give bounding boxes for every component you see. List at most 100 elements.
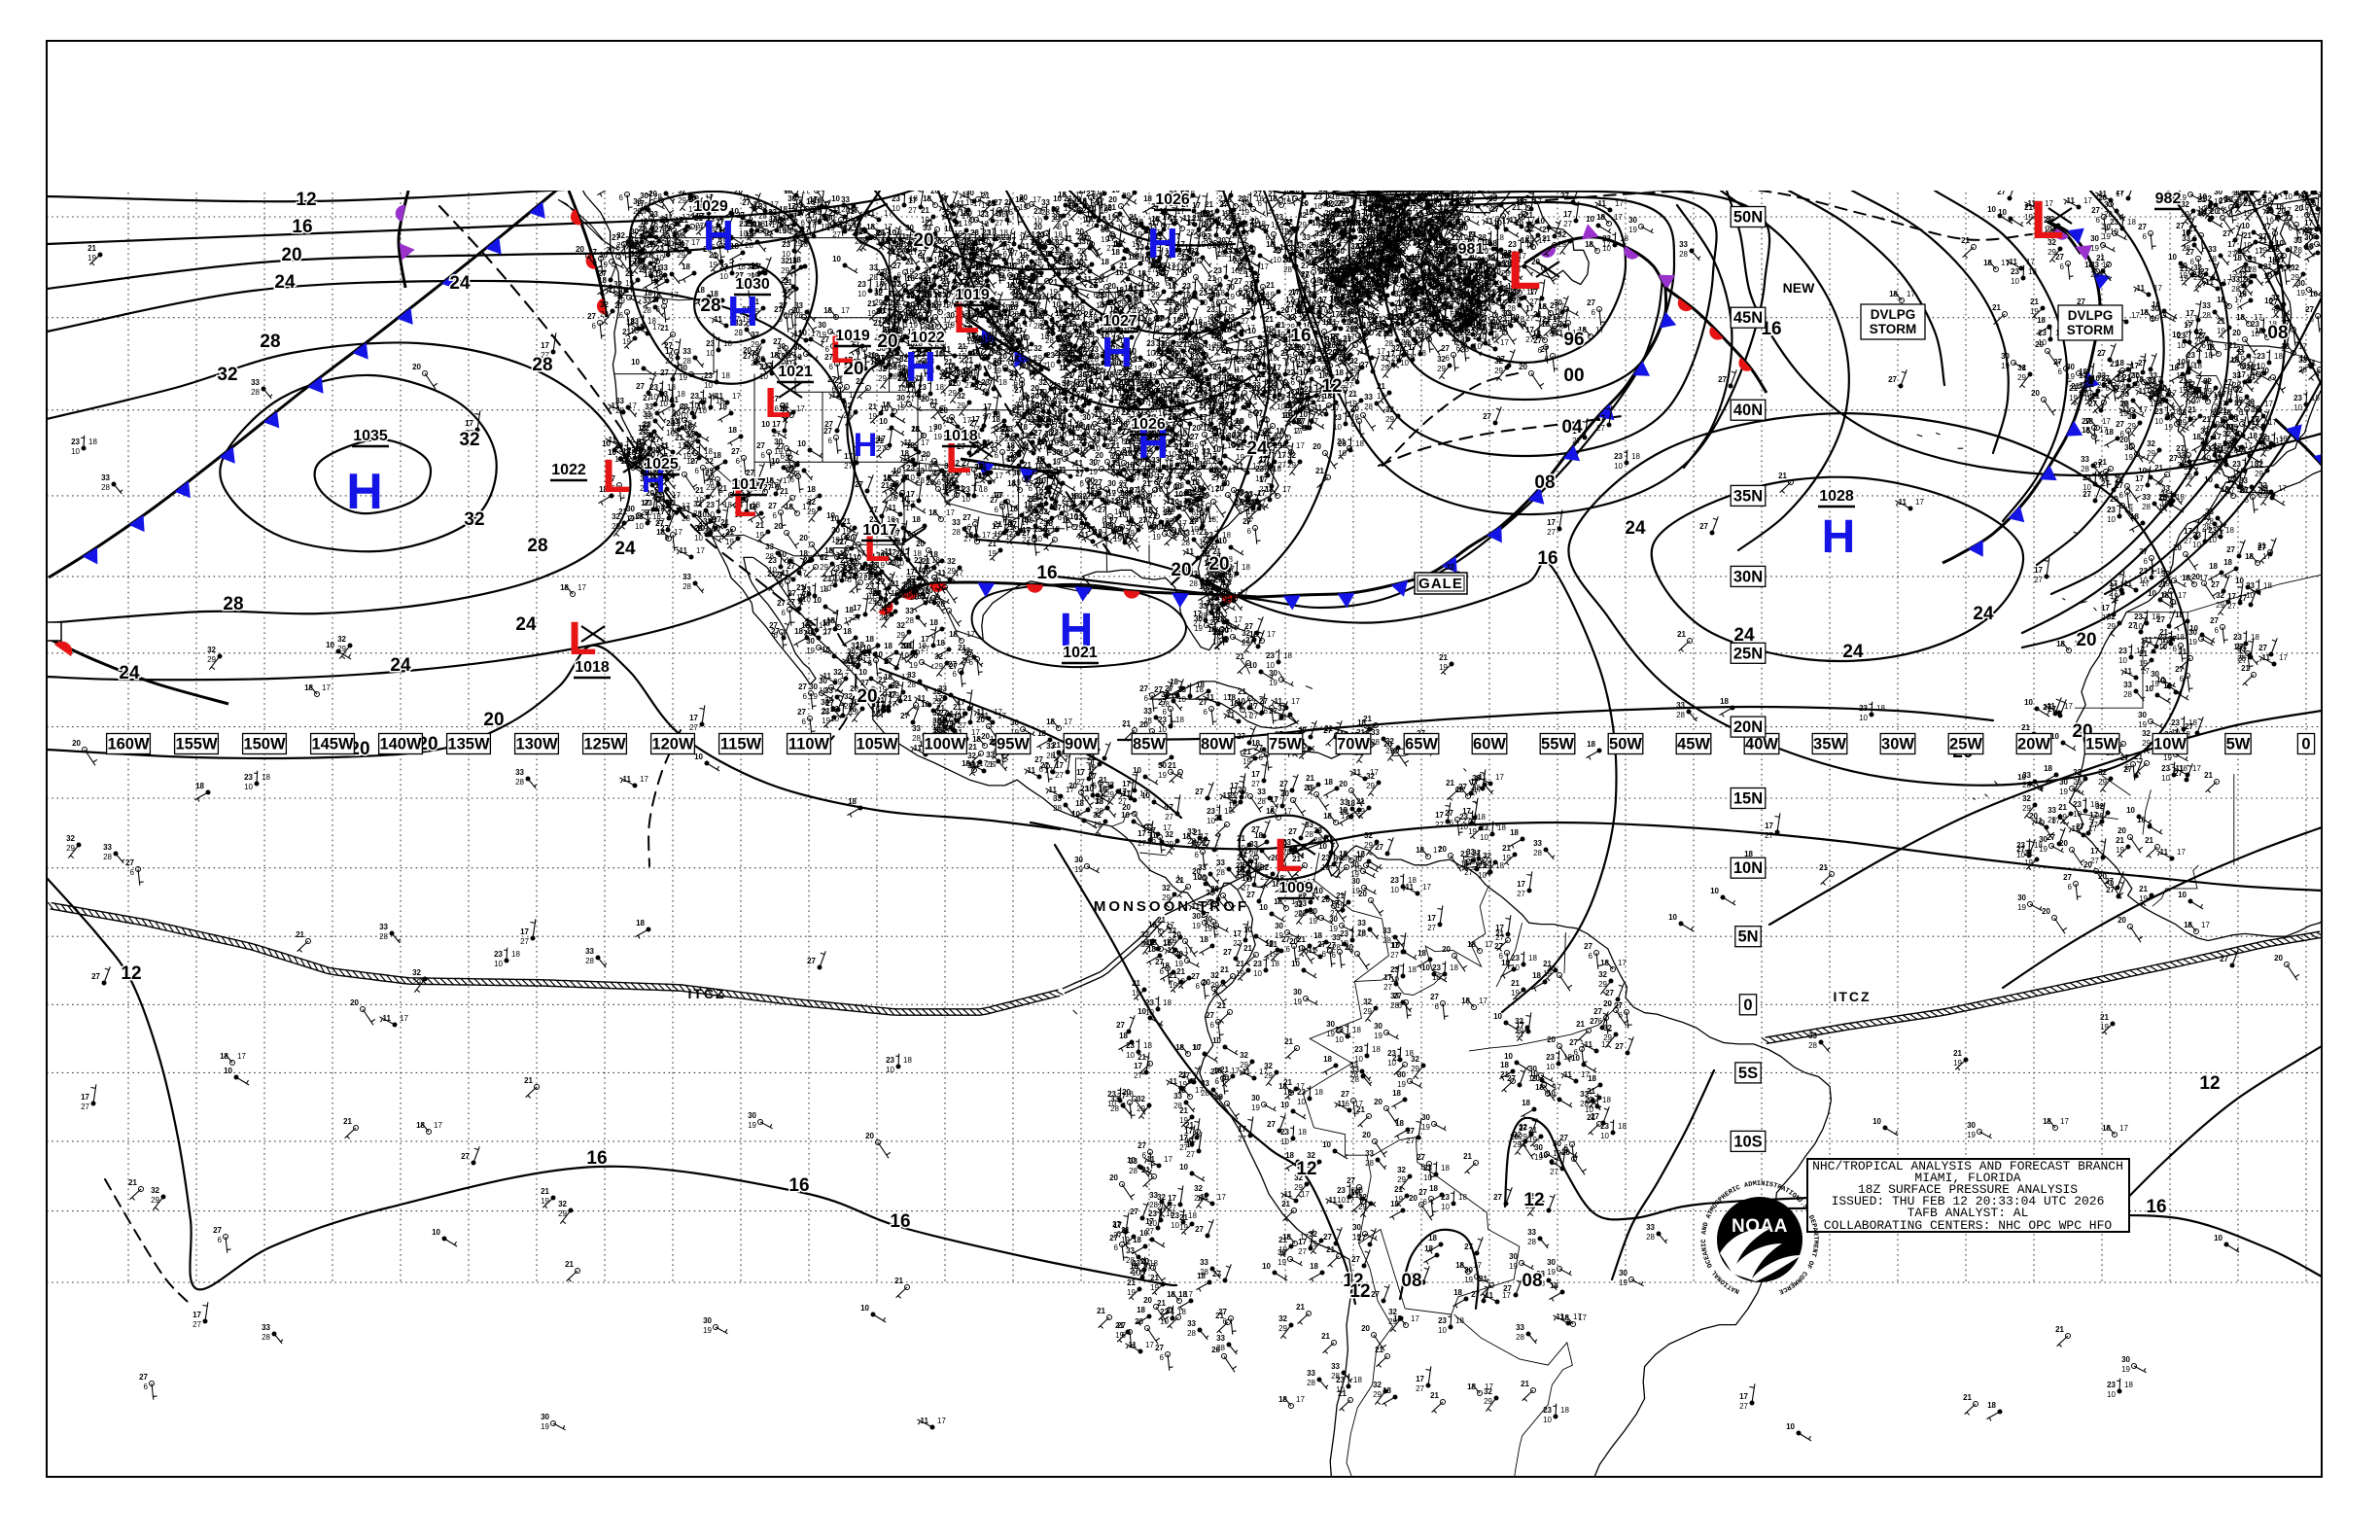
svg-text:110W: 110W xyxy=(788,736,830,753)
svg-text:150W: 150W xyxy=(243,736,286,753)
svg-text:70W: 70W xyxy=(1337,736,1370,753)
svg-text:1029: 1029 xyxy=(693,198,728,215)
svg-text:10W: 10W xyxy=(2153,736,2187,753)
svg-text:24: 24 xyxy=(515,614,537,635)
svg-text:24: 24 xyxy=(1246,438,1268,459)
svg-text:24: 24 xyxy=(1842,642,1864,662)
svg-text:20: 20 xyxy=(281,245,301,265)
svg-text:20: 20 xyxy=(1171,560,1191,580)
svg-text:24: 24 xyxy=(390,655,411,676)
svg-text:L: L xyxy=(1508,239,1541,300)
svg-text:NEW: NEW xyxy=(1783,280,1815,296)
svg-text:H: H xyxy=(854,427,878,464)
svg-text:20W: 20W xyxy=(2017,736,2050,753)
svg-text:32: 32 xyxy=(217,365,237,385)
svg-text:MONSOON TROF: MONSOON TROF xyxy=(1094,898,1249,915)
svg-text:32: 32 xyxy=(459,430,479,450)
svg-text:10S: 10S xyxy=(1733,1133,1762,1150)
svg-text:28: 28 xyxy=(700,296,720,316)
svg-text:1021: 1021 xyxy=(1063,645,1098,661)
svg-text:GALE: GALE xyxy=(1418,576,1463,592)
svg-text:115W: 115W xyxy=(720,736,762,753)
svg-text:30W: 30W xyxy=(1881,736,1914,753)
svg-text:00: 00 xyxy=(1563,366,1584,386)
svg-text:160W: 160W xyxy=(107,736,150,753)
svg-text:12: 12 xyxy=(121,963,141,984)
svg-text:1035: 1035 xyxy=(353,428,388,444)
svg-text:5S: 5S xyxy=(1738,1065,1758,1082)
svg-text:25W: 25W xyxy=(1949,736,1982,753)
svg-text:1019: 1019 xyxy=(955,287,990,303)
svg-text:24: 24 xyxy=(1625,518,1646,539)
svg-text:H: H xyxy=(1147,220,1178,267)
svg-text:16: 16 xyxy=(890,1211,910,1232)
svg-text:08: 08 xyxy=(1534,472,1555,493)
svg-text:55W: 55W xyxy=(1541,736,1574,753)
svg-text:H: H xyxy=(346,464,383,520)
svg-text:140W: 140W xyxy=(379,736,422,753)
svg-text:COLLABORATING CENTERS: NHC OPC: COLLABORATING CENTERS: NHC OPC WPC HFO xyxy=(1824,1218,2113,1233)
svg-text:24: 24 xyxy=(449,273,471,294)
svg-text:40N: 40N xyxy=(1733,402,1763,419)
svg-text:1009: 1009 xyxy=(1278,880,1313,896)
svg-text:16: 16 xyxy=(292,217,312,237)
svg-text:28: 28 xyxy=(532,355,552,375)
svg-text:24: 24 xyxy=(119,663,140,683)
svg-text:28: 28 xyxy=(527,536,547,556)
svg-text:16: 16 xyxy=(2146,1197,2166,1217)
svg-text:H: H xyxy=(703,212,734,260)
svg-text:75W: 75W xyxy=(1269,736,1302,753)
svg-text:1022: 1022 xyxy=(551,462,586,478)
svg-text:35W: 35W xyxy=(1813,736,1846,753)
svg-text:12: 12 xyxy=(1321,376,1342,397)
svg-text:5N: 5N xyxy=(1737,928,1758,946)
svg-text:L: L xyxy=(1274,830,1302,882)
svg-text:H: H xyxy=(1822,511,1856,563)
svg-text:0: 0 xyxy=(2301,736,2310,753)
svg-text:145W: 145W xyxy=(311,736,354,753)
svg-text:10N: 10N xyxy=(1733,859,1763,877)
svg-text:STORM: STORM xyxy=(1870,322,1917,336)
svg-text:96: 96 xyxy=(1563,330,1584,350)
svg-text:28: 28 xyxy=(260,332,280,352)
svg-text:16: 16 xyxy=(1290,326,1311,346)
svg-text:95W: 95W xyxy=(997,736,1030,753)
svg-text:1018: 1018 xyxy=(575,659,610,676)
svg-text:STORM: STORM xyxy=(2067,323,2115,337)
svg-text:35N: 35N xyxy=(1733,487,1763,505)
svg-text:50W: 50W xyxy=(1609,736,1642,753)
svg-text:15W: 15W xyxy=(2085,736,2118,753)
svg-text:08: 08 xyxy=(2267,323,2288,343)
svg-text:12: 12 xyxy=(2199,1073,2220,1094)
svg-text:15N: 15N xyxy=(1733,790,1763,808)
svg-text:105W: 105W xyxy=(856,736,898,753)
svg-text:135W: 135W xyxy=(447,736,490,753)
svg-text:08: 08 xyxy=(1401,1271,1421,1291)
svg-text:1017: 1017 xyxy=(731,476,766,493)
svg-text:1019: 1019 xyxy=(835,328,870,344)
svg-text:12: 12 xyxy=(1349,1281,1370,1302)
svg-text:1027: 1027 xyxy=(1102,313,1138,330)
svg-text:1030: 1030 xyxy=(735,276,770,293)
svg-text:40W: 40W xyxy=(1745,736,1778,753)
svg-text:20: 20 xyxy=(483,710,504,730)
svg-text:100W: 100W xyxy=(924,736,966,753)
svg-text:16: 16 xyxy=(788,1175,809,1196)
svg-text:12: 12 xyxy=(1523,1190,1544,1210)
svg-text:24: 24 xyxy=(274,272,296,293)
svg-text:120W: 120W xyxy=(651,736,694,753)
svg-text:45W: 45W xyxy=(1677,736,1710,753)
svg-text:20: 20 xyxy=(1208,554,1229,575)
svg-text:25N: 25N xyxy=(1733,645,1763,662)
svg-text:L: L xyxy=(2031,189,2064,250)
svg-text:H: H xyxy=(905,343,936,391)
svg-text:24: 24 xyxy=(1973,604,1994,624)
svg-text:65W: 65W xyxy=(1405,736,1438,753)
svg-text:08: 08 xyxy=(1522,1271,1542,1291)
svg-text:1028: 1028 xyxy=(1819,488,1854,505)
svg-text:28: 28 xyxy=(223,594,243,614)
svg-text:20: 20 xyxy=(857,686,877,707)
svg-text:50N: 50N xyxy=(1733,209,1763,227)
svg-text:24: 24 xyxy=(614,539,636,559)
svg-text:12: 12 xyxy=(1296,1159,1316,1179)
